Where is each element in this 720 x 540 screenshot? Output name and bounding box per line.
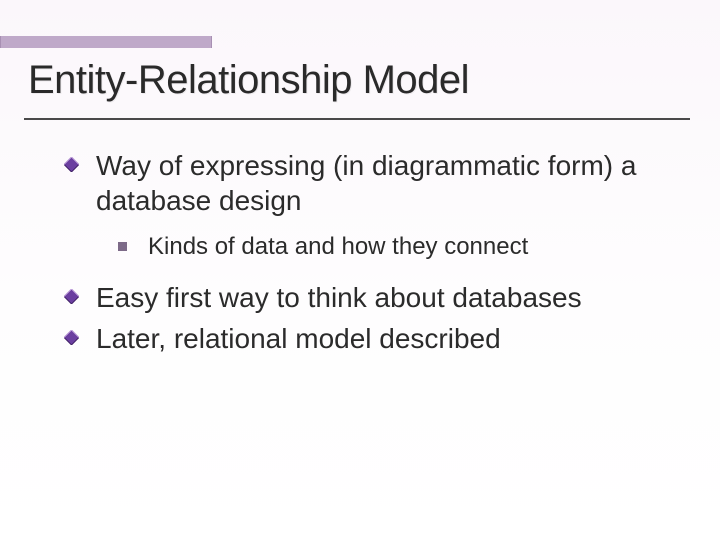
bullet-level2: Kinds of data and how they connect bbox=[64, 232, 672, 262]
diamond-icon bbox=[64, 157, 79, 172]
bullet-level1: Way of expressing (in diagrammatic form)… bbox=[64, 148, 672, 218]
diamond-icon bbox=[64, 289, 79, 304]
bullet-text: Way of expressing (in diagrammatic form)… bbox=[96, 150, 636, 216]
bullet-text: Easy first way to think about databases bbox=[96, 282, 582, 313]
bullet-level1: Easy first way to think about databases bbox=[64, 280, 672, 315]
slide-title: Entity-Relationship Model bbox=[28, 58, 692, 102]
slide-body: Way of expressing (in diagrammatic form)… bbox=[64, 148, 672, 362]
bullet-text: Kinds of data and how they connect bbox=[148, 233, 528, 260]
bullet-text: Later, relational model described bbox=[96, 323, 501, 354]
title-underline bbox=[24, 118, 690, 120]
slide: Entity-Relationship Model Way of express… bbox=[0, 0, 720, 540]
bullet-level1: Later, relational model described bbox=[64, 321, 672, 356]
diamond-icon bbox=[64, 330, 79, 345]
square-icon bbox=[118, 242, 127, 251]
accent-bar bbox=[0, 36, 212, 48]
title-area: Entity-Relationship Model bbox=[28, 58, 692, 102]
